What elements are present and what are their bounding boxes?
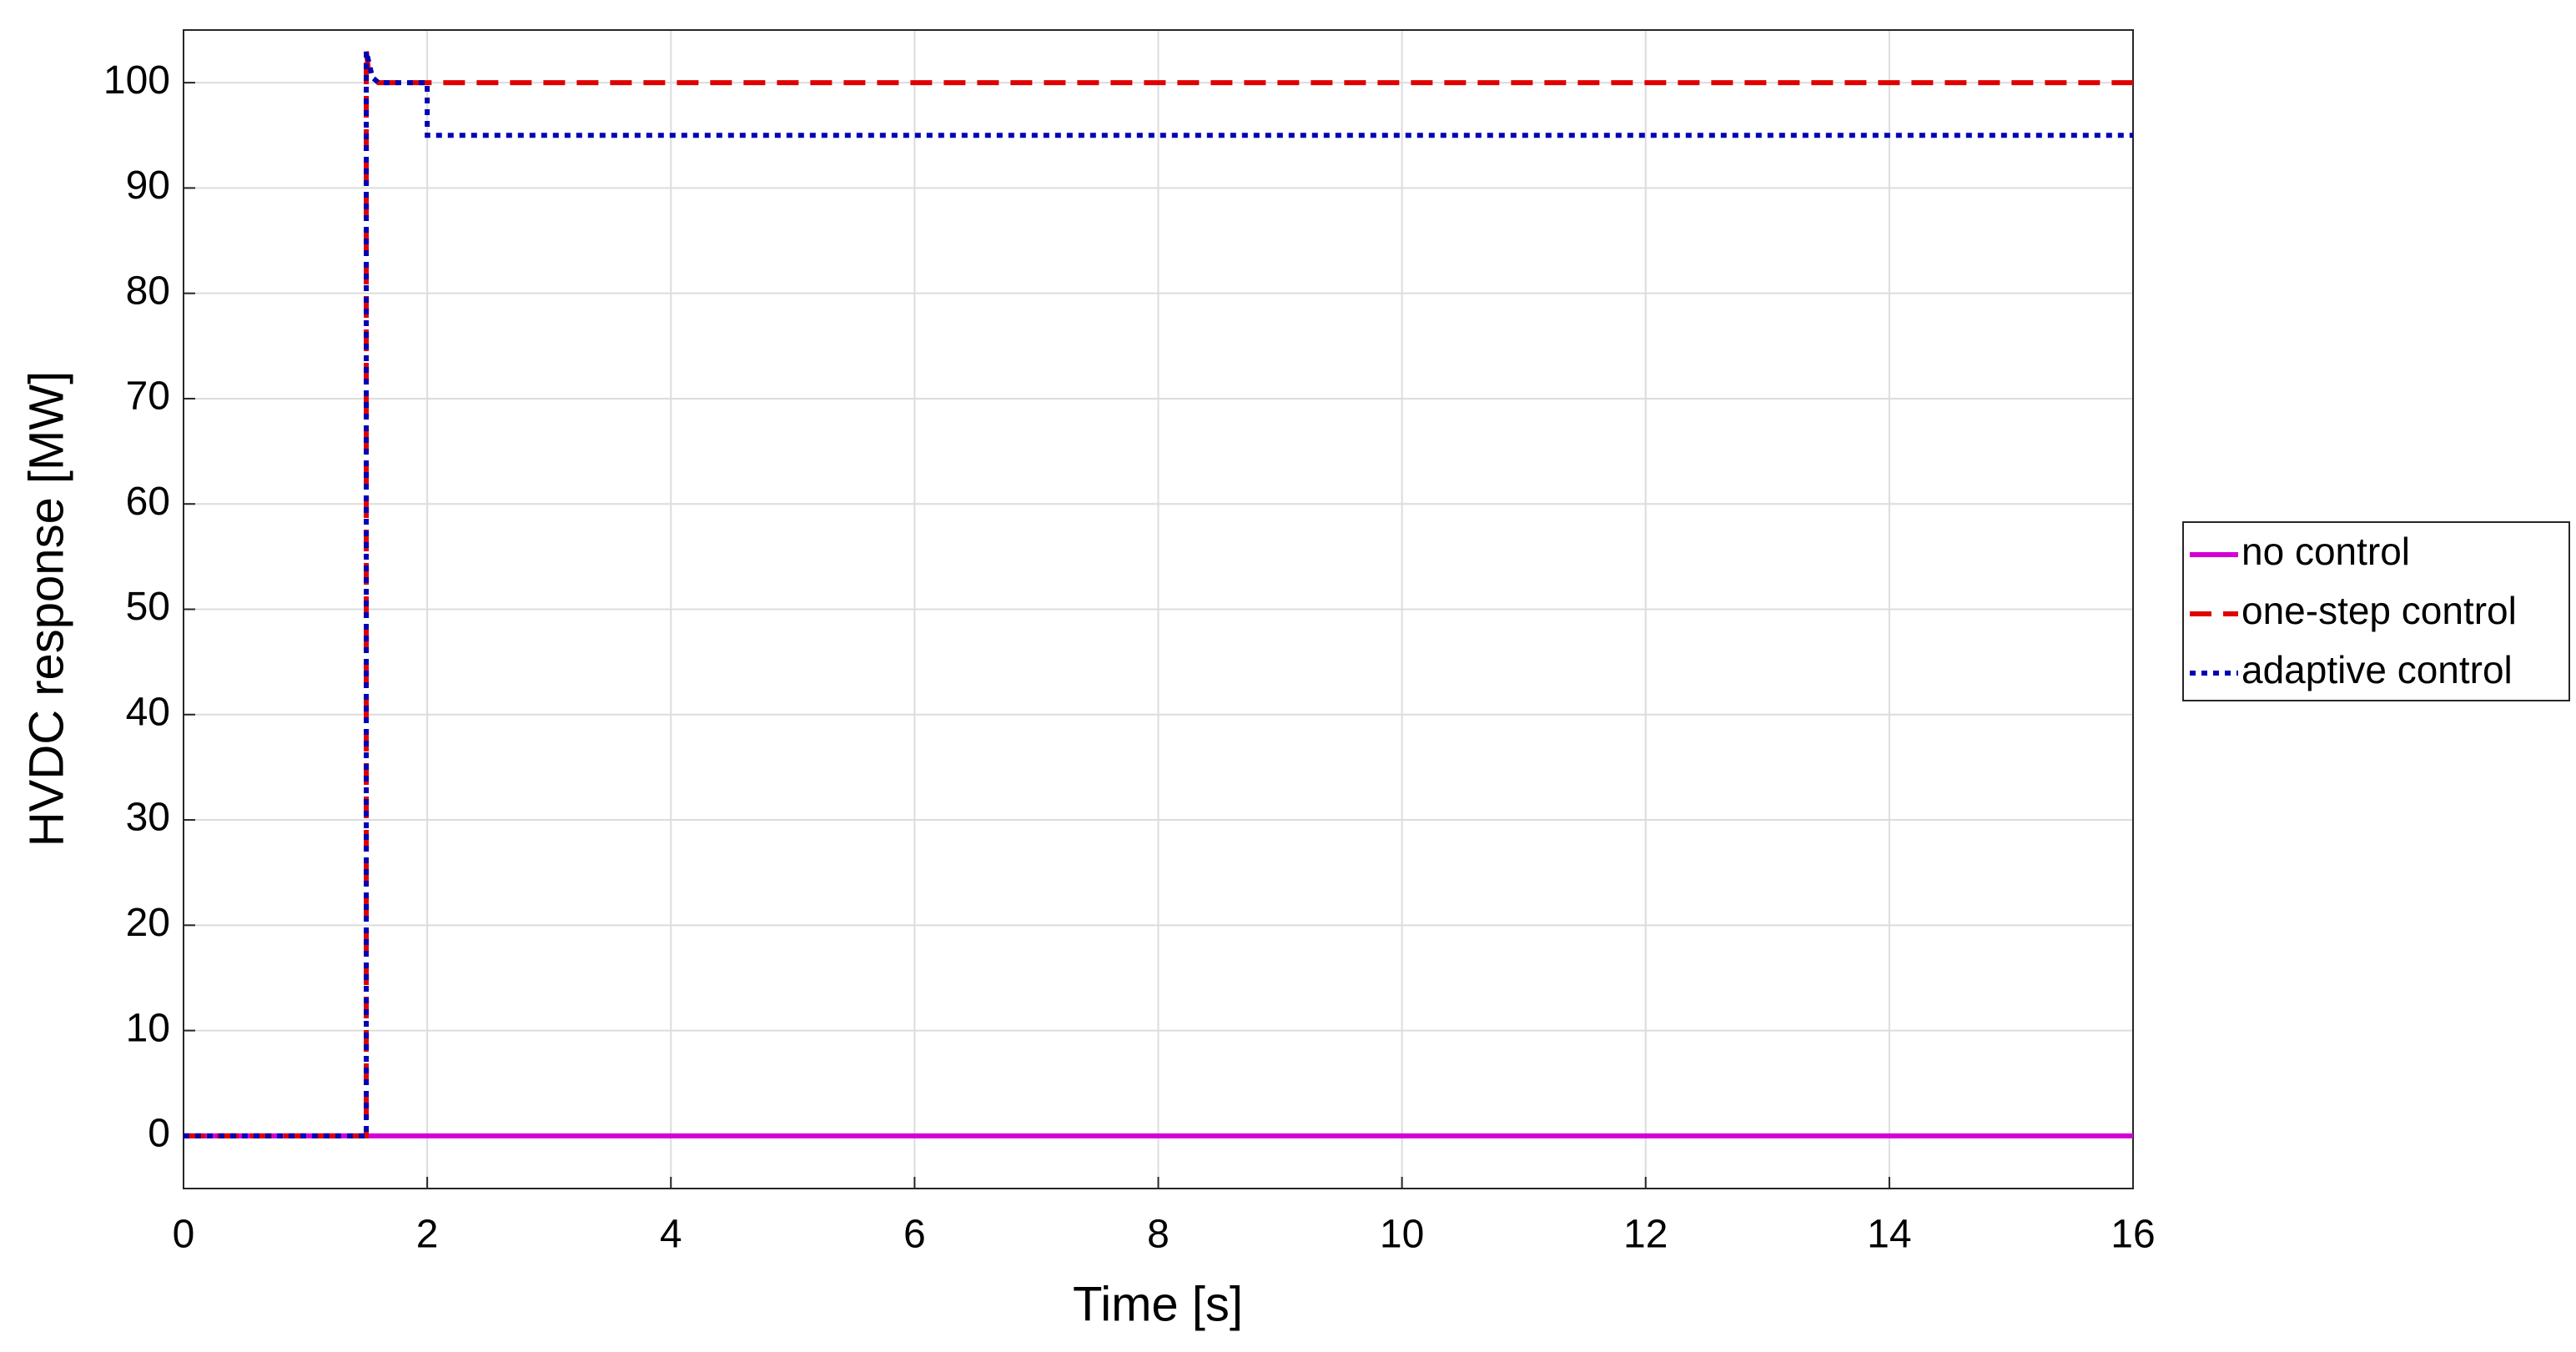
plot-frame <box>183 29 2134 1189</box>
y-axis-label: HVDC response [MW] <box>19 371 73 847</box>
x-tick-label: 8 <box>1147 1213 1170 1257</box>
y-tick-label: 50 <box>126 585 170 629</box>
series-line <box>184 50 2133 1138</box>
x-tick-label: 6 <box>903 1213 926 1257</box>
y-tick-label: 100 <box>103 58 170 103</box>
legend-box <box>2182 521 2570 701</box>
legend-label: one-step control <box>2241 589 2517 632</box>
y-tick-label: 90 <box>126 163 170 208</box>
legend-label: no control <box>2241 530 2410 573</box>
x-tick-label: 16 <box>2111 1213 2155 1257</box>
x-tick-label: 4 <box>660 1213 682 1257</box>
y-tick-label: 60 <box>126 480 170 524</box>
x-tick-label: 14 <box>1867 1213 1911 1257</box>
y-tick-label: 10 <box>126 1006 170 1050</box>
y-tick-label: 80 <box>126 269 170 313</box>
x-axis-label: Time [s] <box>1073 1277 1243 1331</box>
x-tick-label: 12 <box>1623 1213 1668 1257</box>
y-tick-label: 40 <box>126 690 170 734</box>
y-tick-label: 0 <box>148 1112 170 1156</box>
legend-label: adaptive control <box>2241 648 2513 691</box>
y-tick-label: 20 <box>126 901 170 945</box>
x-tick-label: 0 <box>173 1213 195 1257</box>
y-tick-label: 70 <box>126 374 170 419</box>
x-tick-label: 2 <box>416 1213 439 1257</box>
y-tick-label: 30 <box>126 796 170 840</box>
x-tick-label: 10 <box>1380 1213 1424 1257</box>
